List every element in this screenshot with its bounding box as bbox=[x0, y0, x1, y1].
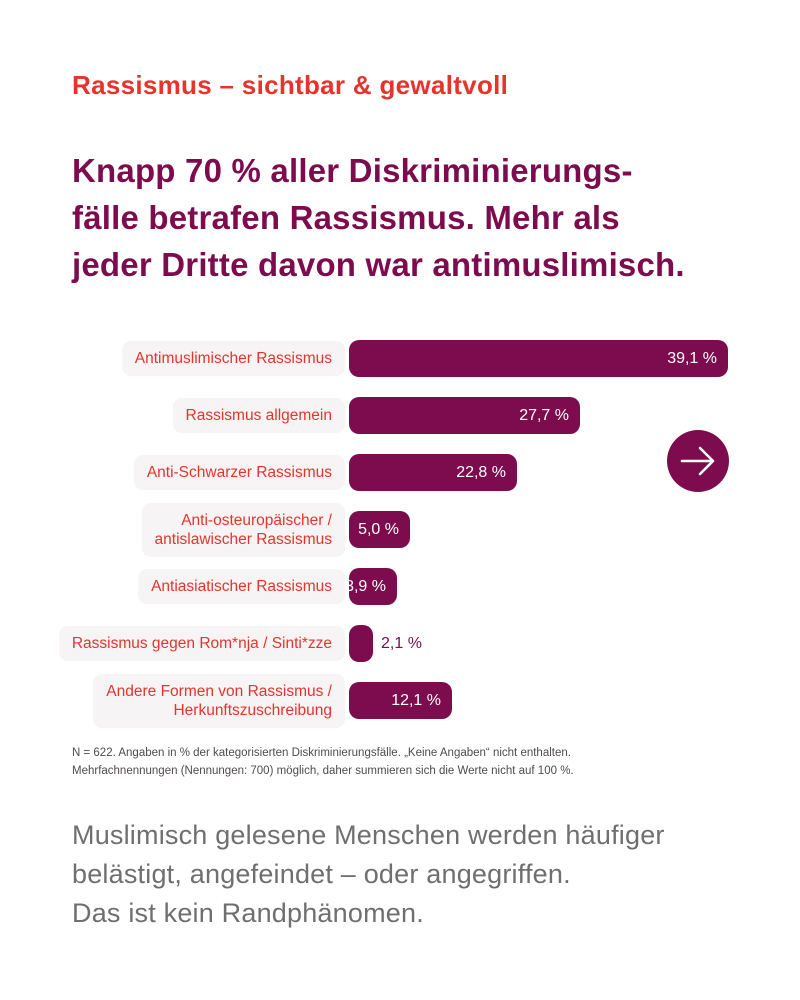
bar: 22,8 % bbox=[349, 454, 517, 491]
category-label: Antimuslimischer Rassismus bbox=[121, 341, 345, 376]
category-label: Rassismus allgemein bbox=[172, 398, 345, 433]
value-label: 3,9 % bbox=[345, 577, 386, 595]
value-label: 12,1 % bbox=[391, 691, 441, 709]
value-label: 27,7 % bbox=[519, 406, 569, 424]
closing-line: Muslimisch gelesene Menschen werden häuf… bbox=[72, 820, 665, 850]
headline-line: Knapp 70 % aller Diskriminierungs- bbox=[72, 152, 633, 189]
value-label: 39,1 % bbox=[667, 349, 717, 367]
chart-row: Anti-Schwarzer Rassismus 22,8 % bbox=[72, 444, 732, 501]
chart-row: Andere Formen von Rassismus / Herkunftsz… bbox=[72, 672, 732, 729]
value-label: 2,1 % bbox=[381, 634, 422, 652]
headline-line: fälle betrafen Rassismus. Mehr als bbox=[72, 199, 620, 236]
category-label: Anti-Schwarzer Rassismus bbox=[133, 455, 345, 490]
headline: Knapp 70 % aller Diskriminierungs- fälle… bbox=[72, 147, 685, 288]
chart-row: Rassismus allgemein 27,7 % bbox=[72, 387, 732, 444]
category-label: Antiasiatischer Rassismus bbox=[138, 569, 345, 604]
closing-line: belästigt, angefeindet – oder angegriffe… bbox=[72, 859, 571, 889]
headline-line: jeder Dritte davon war antimuslimisch. bbox=[72, 246, 685, 283]
bar: 3,9 % bbox=[345, 568, 397, 605]
bar-chart: Antimuslimischer Rassismus 39,1 % Rassis… bbox=[58, 330, 732, 729]
value-label: 22,8 % bbox=[456, 463, 506, 481]
category-label: Rassismus gegen Rom*nja / Sinti*zze bbox=[58, 626, 345, 661]
bar: 39,1 % bbox=[349, 340, 728, 377]
value-label: 5,0 % bbox=[358, 520, 399, 538]
bar bbox=[349, 625, 373, 662]
bar: 27,7 % bbox=[349, 397, 580, 434]
footnote-line: N = 622. Angaben in % der kategorisierte… bbox=[72, 747, 571, 759]
footnote-line: Mehrfachnennungen (Nennungen: 700) mögli… bbox=[72, 765, 574, 777]
bar: 5,0 % bbox=[349, 511, 410, 548]
bar: 12,1 % bbox=[349, 682, 452, 719]
chart-row: Anti-osteuropäischer / antislawischer Ra… bbox=[72, 501, 732, 558]
closing-line: Das ist kein Randphänomen. bbox=[72, 898, 424, 928]
closing-statement: Muslimisch gelesene Menschen werden häuf… bbox=[72, 816, 752, 933]
footnote: N = 622. Angaben in % der kategorisierte… bbox=[72, 744, 672, 780]
arrow-right-icon bbox=[677, 440, 719, 482]
chart-row: Antimuslimischer Rassismus 39,1 % bbox=[72, 330, 732, 387]
kicker-heading: Rassismus – sichtbar & gewaltvoll bbox=[72, 70, 509, 100]
chart-row: Antiasiatischer Rassismus 3,9 % bbox=[72, 558, 732, 615]
chart-row: Rassismus gegen Rom*nja / Sinti*zze 2,1 … bbox=[58, 615, 732, 672]
category-label: Andere Formen von Rassismus / Herkunftsz… bbox=[93, 673, 345, 728]
next-slide-button[interactable] bbox=[667, 430, 729, 492]
category-label: Anti-osteuropäischer / antislawischer Ra… bbox=[141, 502, 345, 557]
